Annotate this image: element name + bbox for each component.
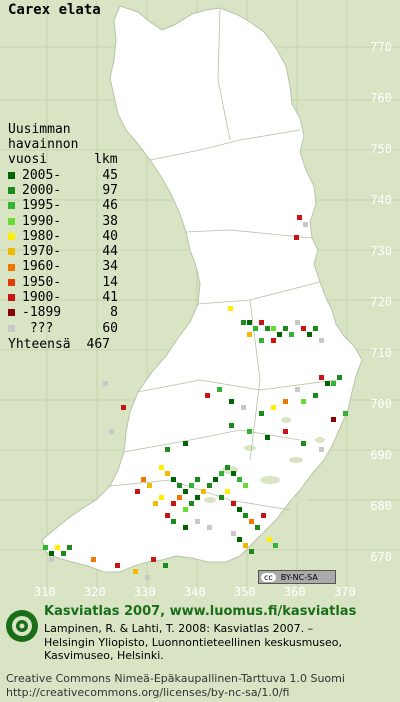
legend-label: 1990- bbox=[22, 213, 62, 229]
y-axis-tick-label: 690 bbox=[370, 448, 392, 462]
y-axis-tick-label: 740 bbox=[370, 193, 392, 207]
legend: Uusimman havainnon vuosi lkm 2005- 45 2000… bbox=[8, 122, 118, 352]
legend-label: 2000- bbox=[22, 182, 62, 198]
x-axis-tick-label: 320 bbox=[84, 585, 106, 599]
legend-label: 2005- bbox=[22, 167, 62, 183]
y-axis-tick-label: 760 bbox=[370, 91, 392, 105]
legend-row: 1990- 38 bbox=[8, 214, 118, 229]
legend-swatch bbox=[8, 324, 15, 332]
legend-label: 1950- bbox=[22, 274, 62, 290]
legend-count: 8 bbox=[110, 305, 118, 321]
legend-total-label: Yhteensä bbox=[8, 336, 71, 352]
credit-line: Lampinen, R. & Lahti, T. 2008: Kasviatla… bbox=[44, 622, 314, 635]
land-mass bbox=[41, 5, 363, 573]
cc-badge-text: BY-NC-SA bbox=[280, 572, 318, 582]
y-axis-tick-label: 770 bbox=[370, 40, 392, 54]
license-url[interactable]: http://creativecommons.org/licenses/by-n… bbox=[6, 685, 290, 699]
legend-count: 41 bbox=[102, 290, 118, 306]
legend-swatch bbox=[8, 263, 15, 271]
credit-line: Helsingin Yliopisto, Luonnontieteellinen… bbox=[44, 635, 342, 649]
legend-row: -1899 8 bbox=[8, 305, 118, 320]
license-text: Creative Commons Nimeä-Epäkaupallinen-Ta… bbox=[6, 672, 345, 699]
legend-header-line-1: Uusimman bbox=[8, 122, 71, 137]
cc-icon: cc bbox=[261, 572, 276, 582]
x-axis-tick-label: 330 bbox=[134, 585, 156, 599]
y-axis-tick-label: 670 bbox=[370, 550, 392, 564]
x-axis-tick-label: 350 bbox=[234, 585, 256, 599]
legend-count: 97 bbox=[102, 182, 118, 198]
legend-label: 1995- bbox=[22, 198, 62, 214]
x-axis-tick-label: 370 bbox=[334, 585, 356, 599]
legend-swatch bbox=[8, 278, 15, 286]
legend-swatch bbox=[8, 187, 15, 195]
legend-count: 44 bbox=[102, 244, 118, 260]
legend-header-line-3: vuosi lkm bbox=[8, 152, 118, 168]
legend-swatch bbox=[8, 232, 15, 240]
legend-count: 14 bbox=[102, 274, 118, 290]
cc-license-badge[interactable]: cc BY-NC-SA bbox=[258, 570, 336, 584]
legend-row: 1960- 34 bbox=[8, 259, 118, 274]
legend-count: 60 bbox=[102, 320, 118, 336]
license-name: Creative Commons Nimeä-Epäkaupallinen-Ta… bbox=[6, 672, 345, 685]
credit-citation: Lampinen, R. & Lahti, T. 2008: Kasviatla… bbox=[44, 622, 342, 663]
credit-line: Kasvimuseo, Helsinki. bbox=[44, 649, 164, 662]
credit-title[interactable]: Kasviatlas 2007, www.luomus.fi/kasviatla… bbox=[44, 604, 357, 619]
legend-row: 1970- 44 bbox=[8, 244, 118, 259]
x-axis-tick-label: 340 bbox=[184, 585, 206, 599]
legend-row: ??? 60 bbox=[8, 321, 118, 336]
legend-label: -1899 bbox=[22, 305, 62, 321]
y-axis-tick-label: 730 bbox=[370, 244, 392, 258]
legend-swatch bbox=[8, 294, 15, 302]
y-axis-tick-label: 700 bbox=[370, 397, 392, 411]
y-axis-tick-label: 750 bbox=[370, 142, 392, 156]
legend-count: 46 bbox=[102, 198, 118, 214]
legend-count: 34 bbox=[102, 259, 118, 275]
y-axis-tick-label: 710 bbox=[370, 346, 392, 360]
legend-row: 1995- 46 bbox=[8, 198, 118, 213]
legend-label: 1980- bbox=[22, 228, 62, 244]
kasviatlas-logo-icon bbox=[6, 610, 38, 642]
legend-row: 1980- 40 bbox=[8, 229, 118, 244]
legend-row: 1900- 41 bbox=[8, 290, 118, 305]
legend-total-count: 467 bbox=[86, 336, 110, 352]
legend-label: 1900- bbox=[22, 290, 62, 306]
legend-swatch bbox=[8, 202, 15, 210]
legend-count: 45 bbox=[102, 167, 118, 183]
legend-label: 1970- bbox=[22, 244, 62, 260]
legend-count: 40 bbox=[102, 228, 118, 244]
legend-row: 2000- 97 bbox=[8, 183, 118, 198]
legend-swatch bbox=[8, 217, 15, 225]
x-axis-tick-label: 360 bbox=[284, 585, 306, 599]
legend-header-line-2: havainnon bbox=[8, 137, 79, 153]
finland-map bbox=[0, 0, 400, 590]
legend-row: 1950- 14 bbox=[8, 275, 118, 290]
y-axis-tick-label: 720 bbox=[370, 295, 392, 309]
legend-swatch bbox=[8, 248, 15, 256]
legend-total: Yhteensä 467 bbox=[8, 337, 118, 352]
legend-swatch bbox=[8, 171, 15, 179]
x-axis-tick-label: 310 bbox=[34, 585, 56, 599]
species-name: Carex elata bbox=[8, 2, 101, 18]
legend-label: 1960- bbox=[22, 259, 62, 275]
legend-row: 2005- 45 bbox=[8, 168, 118, 183]
legend-count: 38 bbox=[102, 213, 118, 229]
y-axis-tick-label: 680 bbox=[370, 499, 392, 513]
legend-label: ??? bbox=[22, 320, 54, 336]
legend-swatch bbox=[8, 309, 15, 317]
